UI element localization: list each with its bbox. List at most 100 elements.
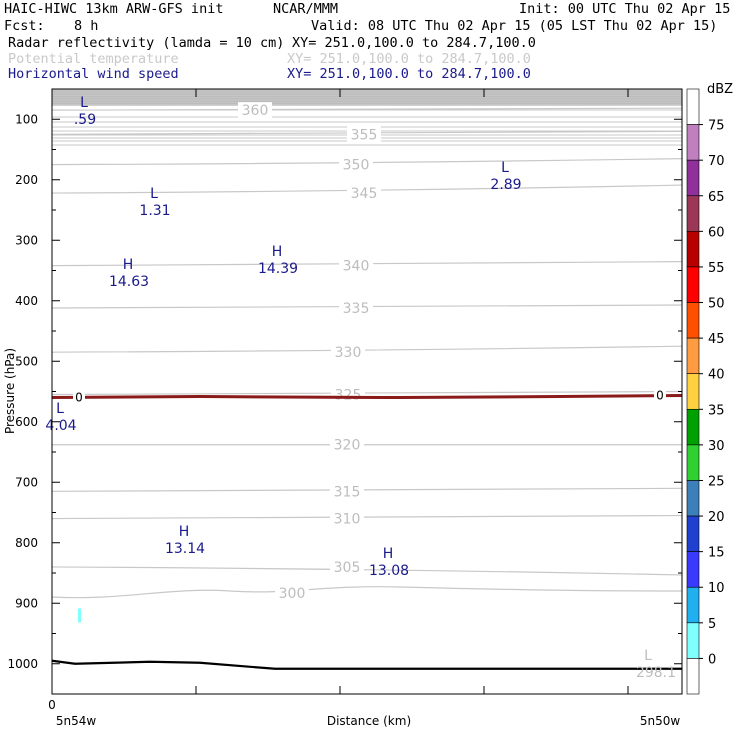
colorbar-swatch	[686, 337, 700, 375]
colorbar-swatch	[686, 622, 700, 659]
wind-extremum-type: H	[123, 257, 134, 273]
colorbar-swatch	[686, 266, 700, 303]
y-tick-label: 900	[15, 596, 38, 610]
colorbar-swatch	[686, 231, 700, 268]
wind-extremum-type: H	[383, 546, 394, 562]
colorbar-label: 10	[708, 581, 725, 596]
x-tick-label: 0	[48, 698, 56, 712]
theta-contour-label: 320	[334, 438, 361, 454]
y-tick-label: 400	[15, 294, 38, 308]
colorbar-swatch	[686, 480, 700, 517]
y-tick-label: 800	[15, 536, 38, 550]
theta-contour-line	[51, 566, 683, 576]
freezing-level-label-right: 0	[656, 389, 664, 403]
theta-contour-line	[51, 514, 683, 520]
header-fcst-label: Fcst:	[4, 18, 45, 34]
terrain-line	[51, 659, 682, 670]
wind-extremum-value: 13.08	[369, 563, 409, 579]
theta-label-bg	[331, 344, 365, 361]
theta-label-bg	[339, 300, 373, 317]
theta-extremum-value: 298.1	[636, 665, 676, 681]
theta-contour-label: 310	[334, 512, 361, 528]
wind-extremum-value: 13.14	[165, 541, 205, 557]
theta-contour-label: 300	[279, 586, 306, 602]
colorbar-label: 20	[708, 510, 725, 525]
theta-contour-line	[51, 586, 683, 599]
theta-contour-label: 315	[334, 484, 361, 500]
theta-contour-label: 335	[343, 301, 370, 317]
theta-contour-label: 305	[334, 560, 361, 576]
field-reflectivity-xy: XY= 251.0,100.0 to 284.7,100.0	[292, 35, 536, 51]
field-theta-xy: XY= 251.0,100.0 to 284.7,100.0	[287, 51, 531, 67]
wind-extremum-value: 14.39	[258, 261, 298, 277]
theta-label-bg	[330, 483, 364, 500]
colorbar-swatch	[686, 195, 700, 232]
field-wind-name: Horizontal wind speed	[8, 66, 179, 82]
freezing-level-label-left: 0	[75, 391, 83, 405]
header-fcst-value: 8 h	[74, 18, 99, 34]
wind-extremum-value: .59	[74, 112, 96, 128]
theta-contour-line	[51, 487, 683, 492]
colorbar-swatch	[686, 551, 700, 588]
header-model: HAIC-HIWC 13km ARW-GFS init	[4, 1, 224, 17]
colorbar-label: 15	[708, 546, 725, 561]
colorbar-swatch	[686, 373, 700, 410]
wind-extremum-value: 2.89	[490, 177, 521, 193]
colorbar-label: 30	[708, 439, 725, 454]
theta-label-bg	[238, 102, 272, 119]
colorbar-swatch	[686, 515, 700, 552]
field-theta-name: Potential temperature	[8, 51, 179, 67]
theta-contour-label: 360	[242, 103, 269, 119]
theta-contour-label: 345	[351, 186, 378, 202]
wind-extremum-type: L	[56, 401, 64, 417]
theta-contour-line	[51, 107, 683, 111]
wind-extremum-type: L	[80, 95, 88, 111]
header-valid: Valid: 08 UTC Thu 02 Apr 15 (05 LST Thu …	[311, 18, 718, 34]
field-wind-xy: XY= 251.0,100.0 to 284.7,100.0	[287, 66, 531, 82]
theta-label-bg	[330, 558, 364, 575]
theta-contour-label: 355	[351, 127, 378, 143]
colorbar-label: 40	[708, 368, 725, 383]
wind-extremum-type: L	[150, 186, 158, 202]
y-tick-label: 500	[15, 354, 38, 368]
colorbar-label: 60	[708, 225, 725, 240]
colorbar-label: 45	[708, 332, 725, 347]
theta-label-bg	[347, 185, 381, 202]
header-org: NCAR/MMM	[273, 1, 339, 17]
colorbar-label: 25	[708, 474, 725, 489]
field-reflectivity-name: Radar reflectivity (lamda = 10 cm)	[8, 35, 285, 51]
theta-contour-label: 350	[343, 158, 370, 174]
colorbar-swatch	[686, 88, 700, 125]
wind-extremum-value: 4.04	[45, 418, 76, 434]
colorbar-swatch	[686, 586, 700, 624]
colorbar-swatch	[686, 124, 700, 161]
colorbar-label: 50	[708, 297, 725, 312]
x-left-location-label: 5n54w	[56, 714, 97, 728]
colorbar-swatch	[686, 408, 700, 446]
colorbar-unit: dBZ	[707, 82, 733, 97]
colorbar-swatch	[686, 302, 700, 339]
theta-contour-label: 325	[335, 388, 362, 404]
y-axis-title: Pressure (hPa)	[3, 348, 17, 434]
theta-label-bg	[330, 510, 364, 527]
wind-extremum-type: H	[179, 524, 190, 540]
top-shaded-band	[52, 89, 682, 105]
theta-label-bg	[330, 436, 364, 453]
freezing-label-bg	[654, 389, 666, 402]
colorbar-swatch	[686, 159, 700, 197]
colorbar-label: 65	[708, 190, 725, 205]
theta-label-bg	[347, 126, 381, 143]
theta-contour-line	[51, 390, 683, 396]
y-tick-label: 600	[15, 415, 38, 429]
y-tick-label: 700	[15, 475, 38, 489]
freezing-level-line	[51, 394, 683, 400]
colorbar-swatch	[686, 658, 700, 695]
theta-label-bg	[339, 257, 373, 274]
colorbar-swatch	[686, 444, 700, 481]
x-right-location-label: 5n50w	[640, 714, 681, 728]
y-tick-label: 1000	[7, 657, 38, 671]
reflectivity-patch	[78, 608, 81, 623]
freezing-label-bg	[73, 391, 85, 404]
colorbar-label: 0	[708, 652, 716, 667]
